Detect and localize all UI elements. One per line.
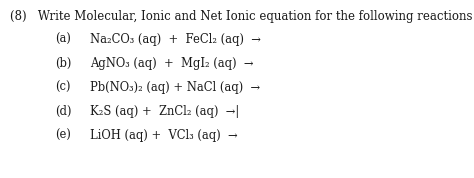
Text: AgNO₃ (aq)  +  MgI₂ (aq)  →: AgNO₃ (aq) + MgI₂ (aq) →	[90, 57, 254, 70]
Text: Pb(NO₃)₂ (aq) + NaCl (aq)  →: Pb(NO₃)₂ (aq) + NaCl (aq) →	[90, 81, 260, 94]
Text: (a): (a)	[55, 33, 71, 46]
Text: Na₂CO₃ (aq)  +  FeCl₂ (aq)  →: Na₂CO₃ (aq) + FeCl₂ (aq) →	[90, 33, 261, 46]
Text: (d): (d)	[55, 105, 72, 118]
Text: K₂S (aq) +  ZnCl₂ (aq)  →|: K₂S (aq) + ZnCl₂ (aq) →|	[90, 105, 239, 118]
Text: (b): (b)	[55, 57, 72, 70]
Text: (8)   Write Molecular, Ionic and Net Ionic equation for the following reactions: (8) Write Molecular, Ionic and Net Ionic…	[10, 10, 473, 23]
Text: (c): (c)	[55, 81, 71, 94]
Text: (e): (e)	[55, 129, 71, 142]
Text: LiOH (aq) +  VCl₃ (aq)  →: LiOH (aq) + VCl₃ (aq) →	[90, 129, 237, 142]
